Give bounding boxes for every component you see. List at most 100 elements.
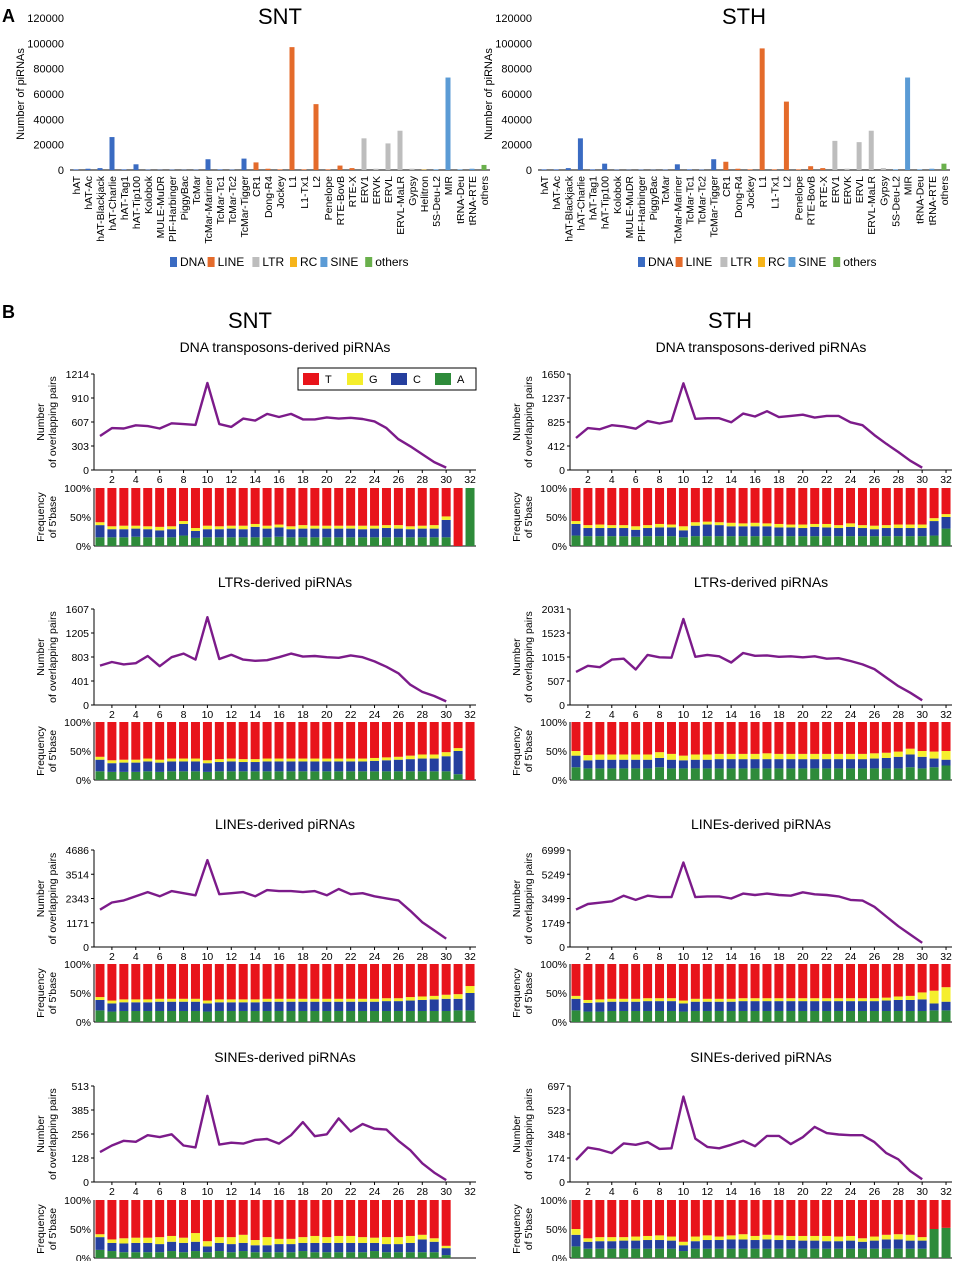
snt-row2-x-tick-label: 14: [249, 709, 261, 721]
snt-row1-bar-segment-G: [202, 525, 212, 530]
snt-row4-bar-segment-G: [334, 1235, 344, 1243]
sth-row2-bar-segment-C: [714, 759, 724, 769]
snt-row1-bar-segment-G: [441, 516, 451, 520]
sth-row4-bar-segment-C: [917, 1240, 927, 1249]
sth-row1-y-label-line1: Number: [511, 403, 523, 441]
sth-row1-bar-segment-A: [786, 536, 796, 546]
sth-row2-bar-segment-G: [655, 752, 665, 758]
snt-row2-x-tick-label: 18: [297, 709, 309, 721]
group-title-snt: SNT: [228, 308, 272, 333]
sth-row3-bar-segment-A: [631, 1010, 641, 1022]
snt-row2-bar-segment-T: [393, 722, 403, 757]
snt-row2-bar-segment-T: [322, 722, 332, 759]
snt-y-tick-label: 80000: [33, 64, 64, 76]
sth-row1-bar-segment-A: [869, 536, 879, 546]
snt-row1-bar-segment-G: [95, 522, 105, 526]
sth-row3-bar-segment-A: [678, 1011, 688, 1022]
snt-bar: [121, 169, 127, 170]
snt-row4-bar-segment-T: [262, 1200, 272, 1238]
sth-row1-y-tick-label: 412: [547, 441, 565, 453]
sth-legend-swatch: [638, 257, 645, 267]
snt-row4-bar-segment-C: [310, 1242, 320, 1253]
sth-row2-y-tick-label: 0%: [552, 775, 567, 787]
sth-row1-bar-segment-C: [583, 528, 593, 537]
sth-category-label: TcMar-Tc1: [684, 176, 696, 225]
snt-row4-bar-segment-A: [322, 1252, 332, 1258]
snt-bar: [265, 168, 271, 170]
snt-row1-bar-segment-G: [131, 525, 141, 529]
sth-row1-bar-segment-G: [846, 523, 856, 527]
sth-row4-bar-segment-G: [762, 1234, 772, 1240]
sth-row1-bar-segment-G: [834, 525, 844, 529]
sth-legend-swatch: [758, 257, 765, 267]
sth-row1-bar-segment-A: [798, 536, 808, 546]
sth-row1-bar-segment-T: [595, 488, 605, 525]
sth-category-label: Penelope: [794, 176, 806, 221]
snt-row1-x-tick-label: 10: [202, 474, 214, 486]
snt-row3-bar-segment-G: [405, 997, 415, 1001]
sth-row3-x-tick-label: 10: [678, 951, 690, 963]
sth-row3-x-tick-label: 4: [609, 951, 615, 963]
snt-category-label: L1-Tx1: [299, 176, 311, 209]
snt-row2-x-tick-label: 24: [369, 709, 381, 721]
sth-row3-bar-segment-T: [690, 964, 700, 999]
sth-row2-bar-segment-G: [810, 753, 820, 760]
snt-row1-bar-segment-C: [381, 528, 391, 538]
snt-row3-bar-segment-T: [310, 964, 320, 999]
snt-row1-x-tick-label: 28: [416, 474, 428, 486]
sth-row2-bar-segment-T: [583, 722, 593, 756]
snt-row2-bar-segment-T: [250, 722, 260, 760]
snt-row4-bar-segment-C: [190, 1241, 200, 1252]
snt-row4-bar-segment-G: [250, 1240, 260, 1246]
sth-row3-bar-segment-T: [834, 964, 844, 999]
snt-bar: [217, 169, 223, 170]
sth-row2-bar-segment-G: [666, 753, 676, 760]
sth-row3-bar-segment-C: [738, 1001, 748, 1011]
sth-row2-bar-segment-T: [690, 722, 700, 755]
sth-row2-bar-segment-C: [869, 758, 879, 769]
snt-row1-bar-segment-A: [274, 536, 284, 546]
snt-row1-bar-segment-T: [107, 488, 117, 527]
snt-row3-bar-segment-T: [119, 964, 129, 1000]
snt-row3-line-chart: LINEs-derived piRNAs Number of overlapping…: [35, 816, 476, 963]
sth-row4-bar-segment-A: [762, 1248, 772, 1258]
snt-row1-bar-segment-A: [131, 536, 141, 546]
snt-row4-y-tick-label: 0: [83, 1177, 89, 1189]
snt-row4-bar-segment-T: [214, 1200, 224, 1238]
snt-row3-y-tick-label: 3514: [66, 869, 90, 881]
sth-row1-bar-segment-A: [631, 536, 641, 546]
snt-row4-bar-segment-G: [143, 1237, 153, 1243]
snt-row1-bar-segment-G: [274, 524, 284, 528]
sth-category-label: Jockey: [745, 175, 757, 208]
sth-row3-bar-segment-A: [726, 1010, 736, 1022]
sth-row2-bar-segment-T: [607, 722, 617, 755]
sth-category-label: 5S-Deu-L2: [890, 176, 902, 227]
sth-bar: [820, 168, 826, 170]
sth-row2-bar-segment-G: [905, 748, 915, 755]
sth-category-label: Gypsy: [878, 175, 890, 206]
snt-legend-label: DNA: [180, 255, 205, 269]
snt-legend-label: others: [375, 255, 408, 269]
sth-legend-label: RC: [768, 255, 786, 269]
sth-row3-bar-segment-G: [762, 998, 772, 1002]
snt-row4-bar-segment-T: [393, 1200, 403, 1238]
sth-row1-bar-segment-T: [822, 488, 832, 524]
sth-row2-bar-segment-A: [571, 767, 581, 780]
snt-row3-bar-segment-A: [465, 1010, 475, 1022]
snt-row3-bar-segment-G: [179, 998, 189, 1002]
sth-row3-bar-segment-T: [750, 964, 760, 999]
sth-row3-bar-segment-A: [750, 1010, 760, 1022]
sth-row4-y-tick-label: 697: [547, 1081, 565, 1093]
sth-row1-bar-segment-C: [869, 529, 879, 537]
sth-row2-bar-segment-T: [834, 722, 844, 754]
sth-row4-bar-segment-G: [798, 1235, 808, 1241]
sth-row1-bar-segment-C: [643, 528, 653, 537]
snt-row1-bar-segment-A: [465, 488, 475, 546]
snt-row4-bar-segment-T: [143, 1200, 153, 1238]
sth-row2-bar-segment-G: [869, 753, 879, 759]
sth-category-label: tRNA-RTE: [927, 176, 939, 225]
snt-row2-bar-segment-C: [214, 762, 224, 772]
snt-row2-bar-segment-T: [262, 722, 272, 759]
snt-row4-bar-segment-A: [441, 1255, 451, 1258]
sth-category-label: others: [939, 176, 951, 205]
